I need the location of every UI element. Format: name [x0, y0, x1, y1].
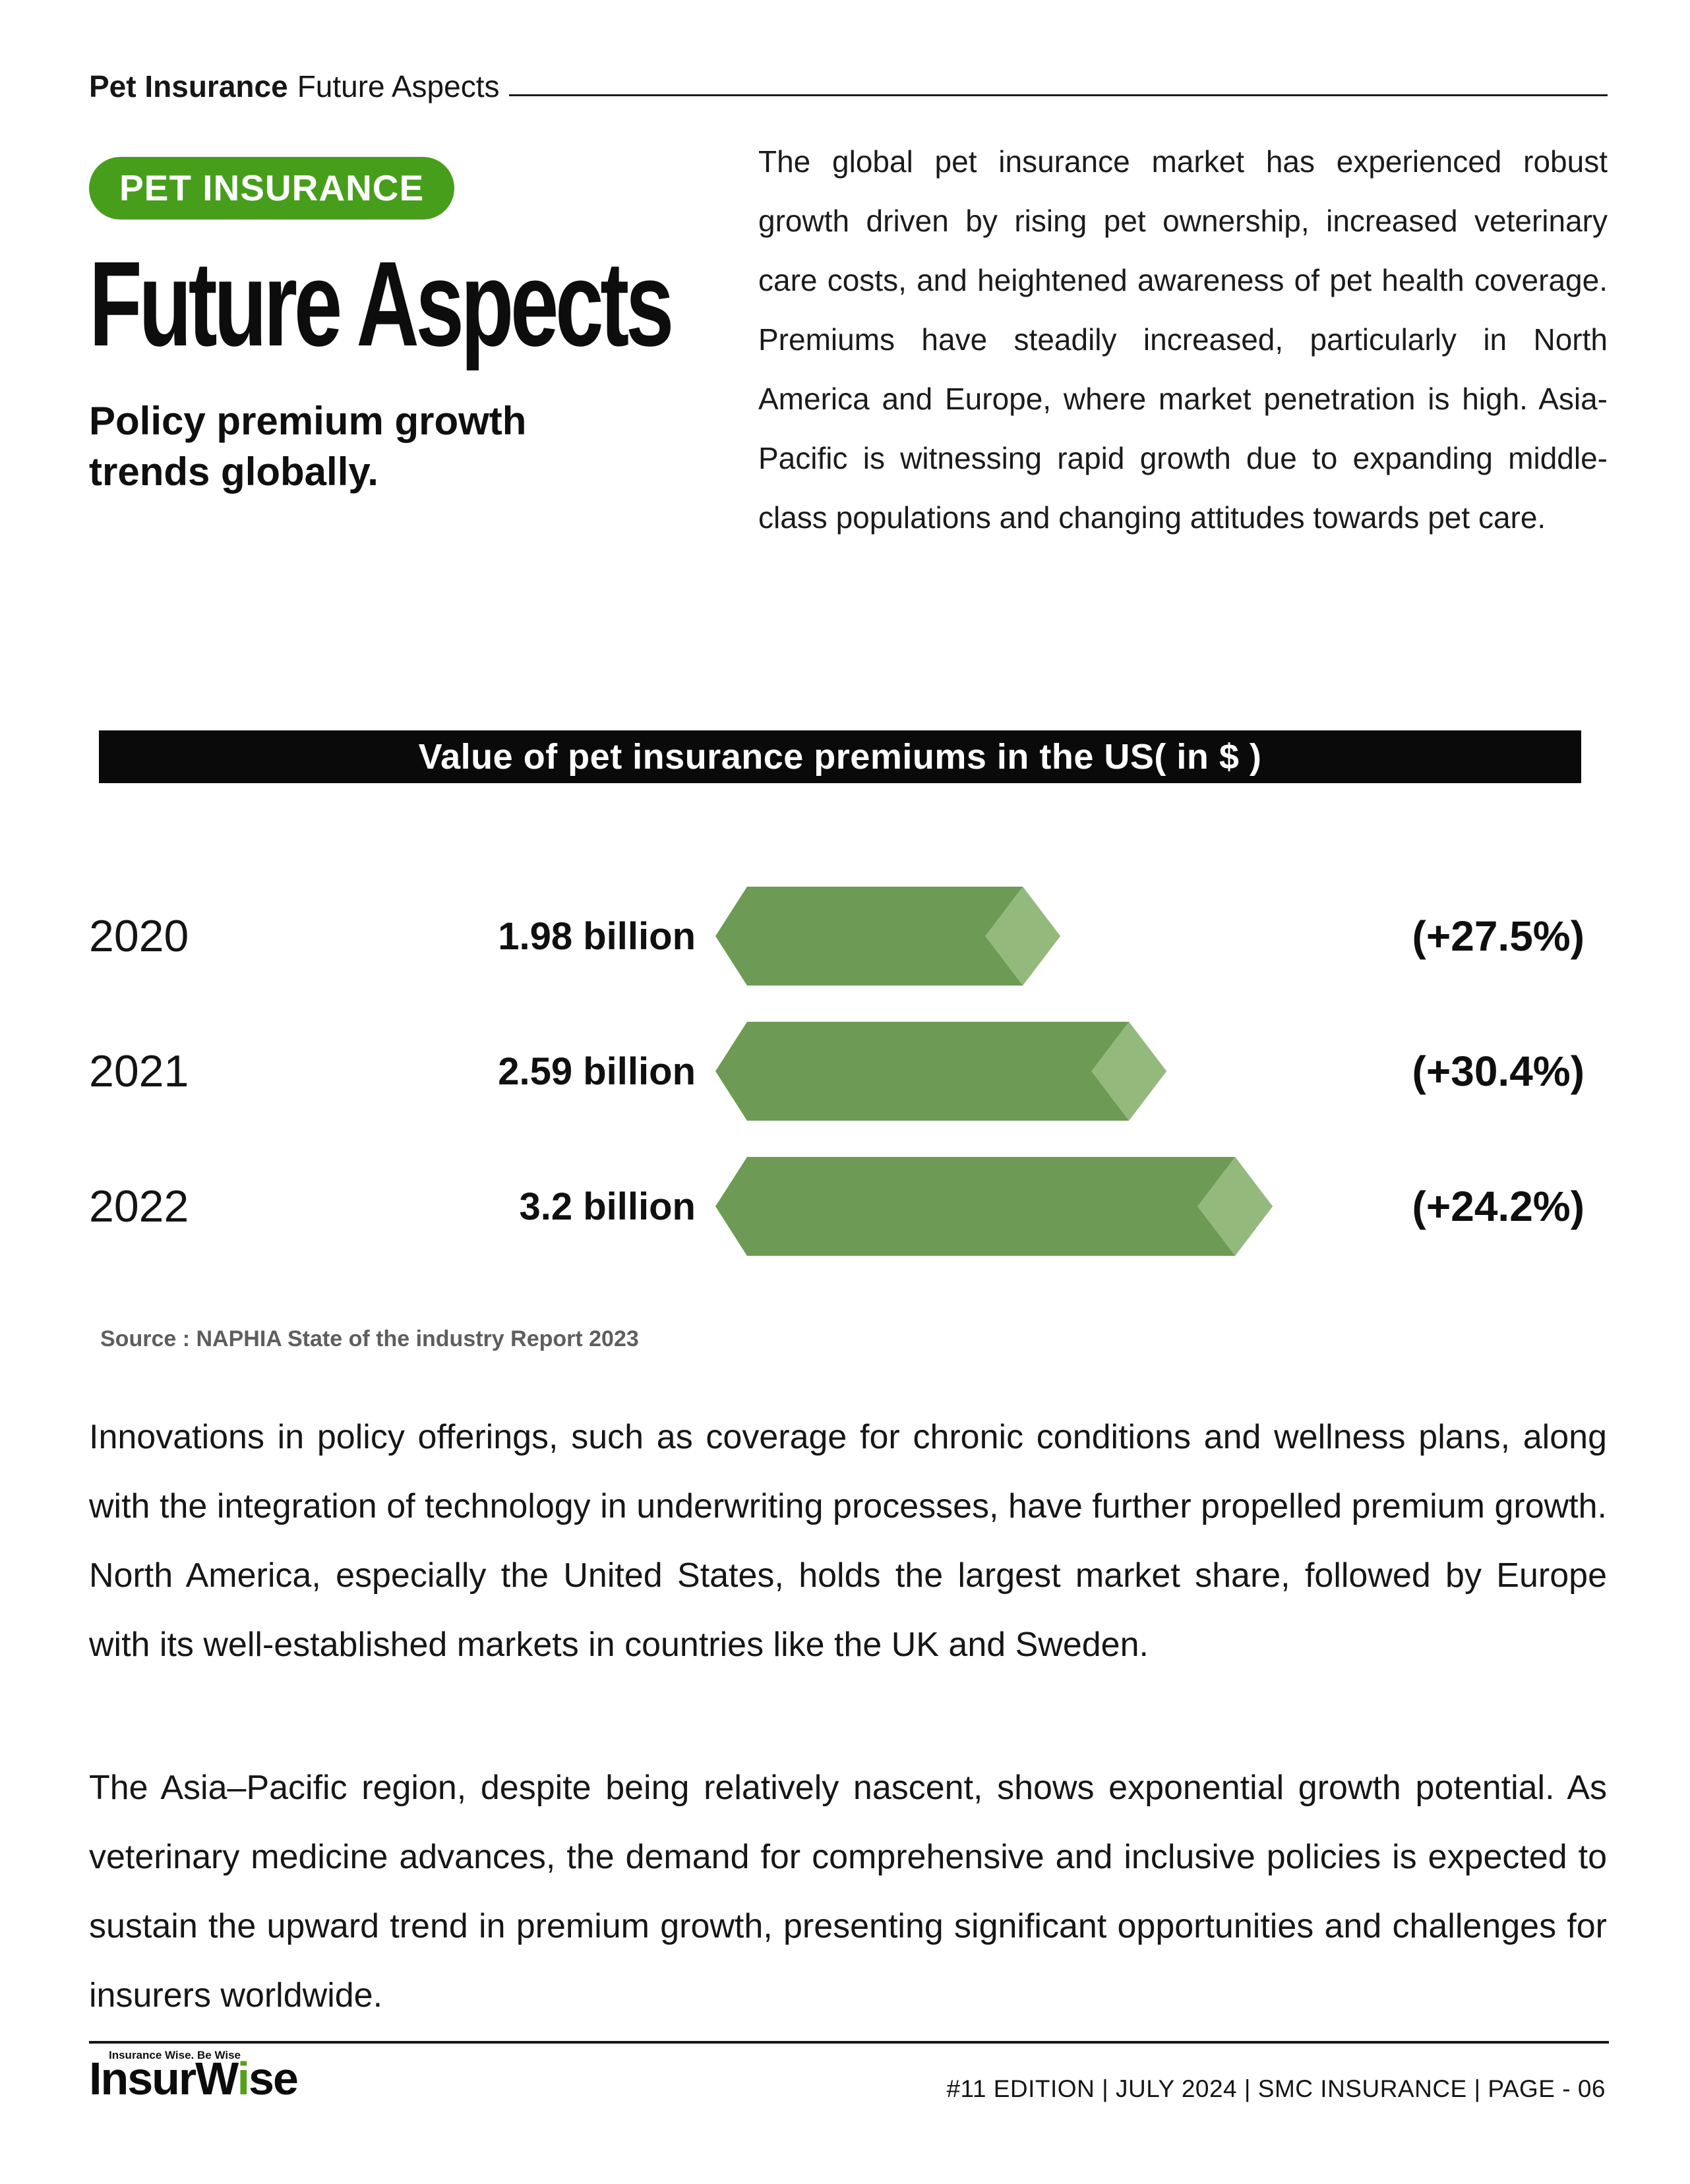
growth-label: (+27.5%)	[1412, 912, 1584, 960]
growth-label: (+24.2%)	[1412, 1183, 1584, 1230]
body-copy: Innovations in policy offerings, such as…	[89, 1403, 1607, 2030]
running-header: Pet Insurance Future Aspects	[89, 71, 1608, 102]
logo-wordmark-accent-i: i	[237, 2053, 251, 2104]
bar-wrap	[715, 1157, 1273, 1256]
body-paragraph-2: The Asia–Pacific region, despite being r…	[89, 1769, 1607, 2015]
bar-wrap	[715, 1022, 1166, 1121]
year-label: 2021	[89, 1046, 189, 1096]
logo-wordmark-part2: se	[249, 2053, 299, 2104]
premium-bar-chart: 2020 1.98 billion (+27.5%) 2021 2.59 bil…	[89, 887, 1606, 1292]
insurwise-logo: Insurance Wise. Be Wise InsurWise	[89, 2049, 366, 2108]
value-label: 2.59 billion	[498, 1049, 696, 1093]
chart-row: 2022 3.2 billion (+24.2%)	[89, 1157, 1606, 1256]
bar-wrap	[715, 887, 1060, 986]
chart-row: 2021 2.59 billion (+30.4%)	[89, 1022, 1606, 1121]
pet-insurance-badge: PET INSURANCE	[89, 157, 455, 220]
running-header-topic: Future Aspects	[297, 69, 500, 103]
intro-paragraph: The global pet insurance market has expe…	[758, 144, 1608, 535]
header-rule	[508, 94, 1608, 96]
value-label: 1.98 billion	[498, 914, 696, 958]
logo-tagline: Insurance Wise. Be Wise	[109, 2049, 241, 2061]
hero-left-column: PET INSURANCE Future Aspects Policy prem…	[89, 157, 752, 498]
logo-wordmark-part1: InsurW	[89, 2053, 239, 2104]
running-header-section: Pet Insurance	[89, 69, 288, 103]
footer-rule	[89, 2041, 1609, 2044]
bar-2021	[715, 1022, 1166, 1121]
logo-wordmark: InsurWise	[89, 2053, 299, 2104]
chart-title: Value of pet insurance premiums in the U…	[418, 737, 1262, 777]
growth-label: (+30.4%)	[1412, 1048, 1584, 1095]
chart-title-bar: Value of pet insurance premiums in the U…	[99, 730, 1581, 783]
source-note: Source : NAPHIA State of the industry Re…	[100, 1326, 639, 1351]
page-subtitle: Policy premium growth trends globally.	[89, 399, 527, 494]
page-title: Future Aspects	[89, 236, 674, 371]
chart-row: 2020 1.98 billion (+27.5%)	[89, 887, 1606, 986]
edition-info: #11 EDITION | JULY 2024 | SMC INSURANCE …	[946, 2075, 1606, 2102]
bar-2020	[715, 887, 1060, 986]
value-label: 3.2 billion	[519, 1185, 696, 1228]
bar-2022	[715, 1157, 1273, 1256]
bar-body	[715, 1157, 1273, 1256]
body-paragraph-1: Innovations in policy offerings, such as…	[89, 1418, 1607, 1664]
year-label: 2022	[89, 1181, 189, 1231]
year-label: 2020	[89, 911, 189, 961]
